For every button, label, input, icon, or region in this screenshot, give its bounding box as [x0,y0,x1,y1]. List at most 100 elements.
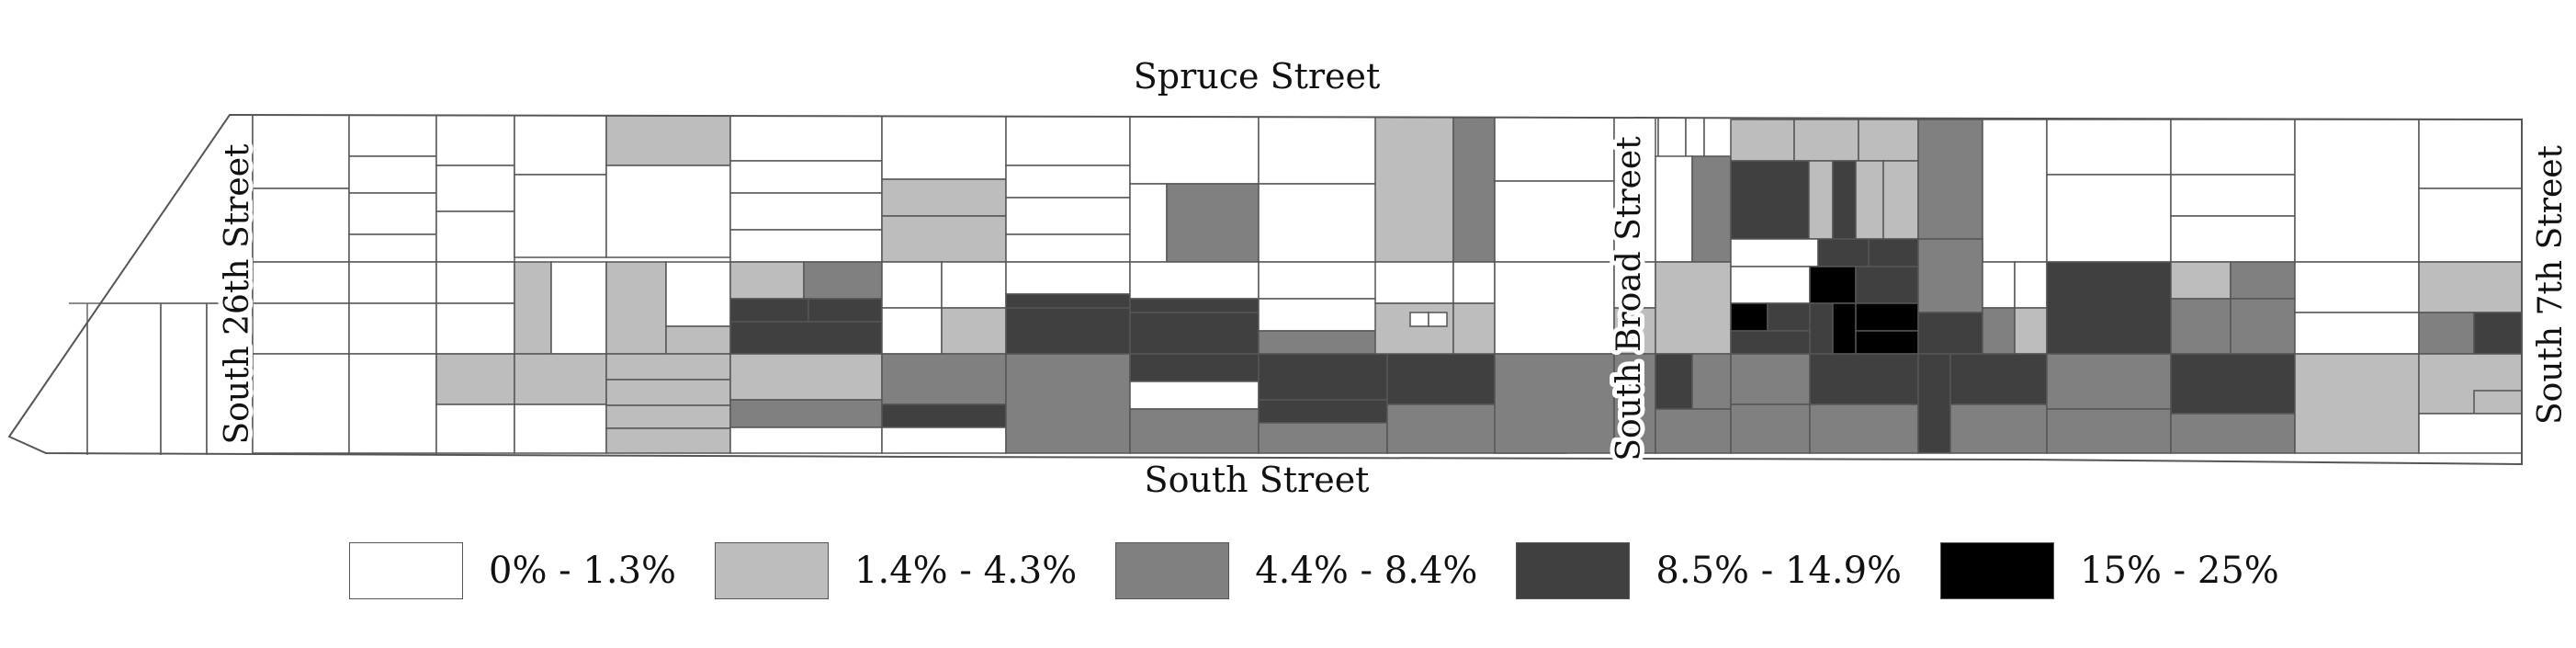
parcel [1917,238,1983,313]
parcel [1005,353,1131,454]
parcel [1494,180,1615,263]
legend-label-class-5: 15% - 25% [2080,550,2279,592]
parcel [435,210,515,263]
parcel [1655,155,1693,263]
parcel [1730,238,1819,267]
parcel [514,115,607,176]
parcel [514,261,552,355]
parcel [348,353,437,454]
parcel [2418,119,2522,189]
parcel [1129,353,1260,382]
parcel [803,261,883,300]
parcel [348,233,437,263]
parcel [2170,119,2296,176]
parcel [435,353,515,405]
parcel [2014,261,2048,309]
parcel [1855,330,1919,355]
parcel [605,115,731,166]
parcel [881,353,1007,405]
parcel [1258,261,1388,300]
parcel [1730,119,1795,162]
parcel [2418,261,2522,313]
parcel [2170,261,2231,300]
label-south-26th-street: South 26th Street [219,143,256,444]
parcel [881,404,1007,428]
legend-label-class-2: 1.4% - 4.3% [854,550,1078,592]
parcel [729,426,883,454]
legend-label-class-3: 4.4% - 8.4% [1255,550,1478,592]
legend-item: 15% - 25% [1940,542,2279,599]
legend-swatch-class-5 [1940,542,2055,599]
parcel [881,261,943,309]
parcel [1005,307,1131,355]
parcel [1858,119,1919,162]
parcel [1258,353,1388,401]
parcel [1129,115,1260,185]
parcel [1868,238,1919,267]
parcel [2418,188,2522,263]
district-outline [7,113,2523,466]
parcel [160,302,208,456]
parcel [1258,399,1388,424]
parcel [252,353,350,454]
parcel [1655,353,1693,410]
legend: 0% - 1.3% 1.4% - 4.3% 4.4% - 8.4% 8.5% -… [349,542,2318,599]
parcel [605,404,731,429]
parcel [2046,261,2172,355]
parcel [1655,408,1732,454]
legend-item: 8.5% - 14.9% [1516,542,1902,599]
parcel [435,165,515,212]
parcel [550,261,607,355]
parcel [1917,119,1983,240]
parcel [1982,261,2016,309]
parcel [1613,353,1656,454]
parcel [1809,302,1834,355]
parcel [1386,353,1508,405]
parcel [1452,302,1496,355]
parcel [2418,312,2475,355]
parcel [2046,119,2172,176]
parcel [1949,404,2048,454]
parcel [348,115,437,157]
parcel [2170,298,2231,355]
parcel [252,302,350,355]
parcel [1949,353,2048,405]
legend-item: 4.4% - 8.4% [1115,542,1477,599]
label-south-street: South Street [1145,460,1370,500]
parcel [1832,160,1857,240]
parcel [1374,116,1454,263]
parcel [2294,119,2420,263]
parcel [1452,261,1496,304]
parcel [1258,330,1388,355]
parcel [252,115,350,189]
parcel [1655,261,1732,355]
parcel [1809,353,1919,405]
parcel [729,160,883,194]
parcel [605,165,731,258]
parcel [1129,408,1260,454]
parcel [348,155,437,194]
parcel [1917,353,1951,454]
parcel-layer [9,115,2522,456]
legend-item: 0% - 1.3% [349,542,676,599]
parcel [252,261,350,304]
parcel [2294,353,2420,454]
parcel [2473,312,2522,355]
legend-label-class-4: 8.5% - 14.9% [1655,550,1903,592]
parcel [605,379,731,406]
parcel [665,261,731,327]
parcel [1882,160,1919,240]
parcel [729,115,883,162]
parcel [1374,261,1454,304]
parcel [1428,312,1448,327]
parcel [881,215,1007,263]
parcel [2294,261,2420,313]
parcel [348,261,437,304]
parcel [2046,408,2172,454]
parcel [2170,353,2296,415]
parcel [941,307,1007,355]
parcel [881,307,943,355]
parcel [348,192,437,235]
parcel [729,399,883,428]
